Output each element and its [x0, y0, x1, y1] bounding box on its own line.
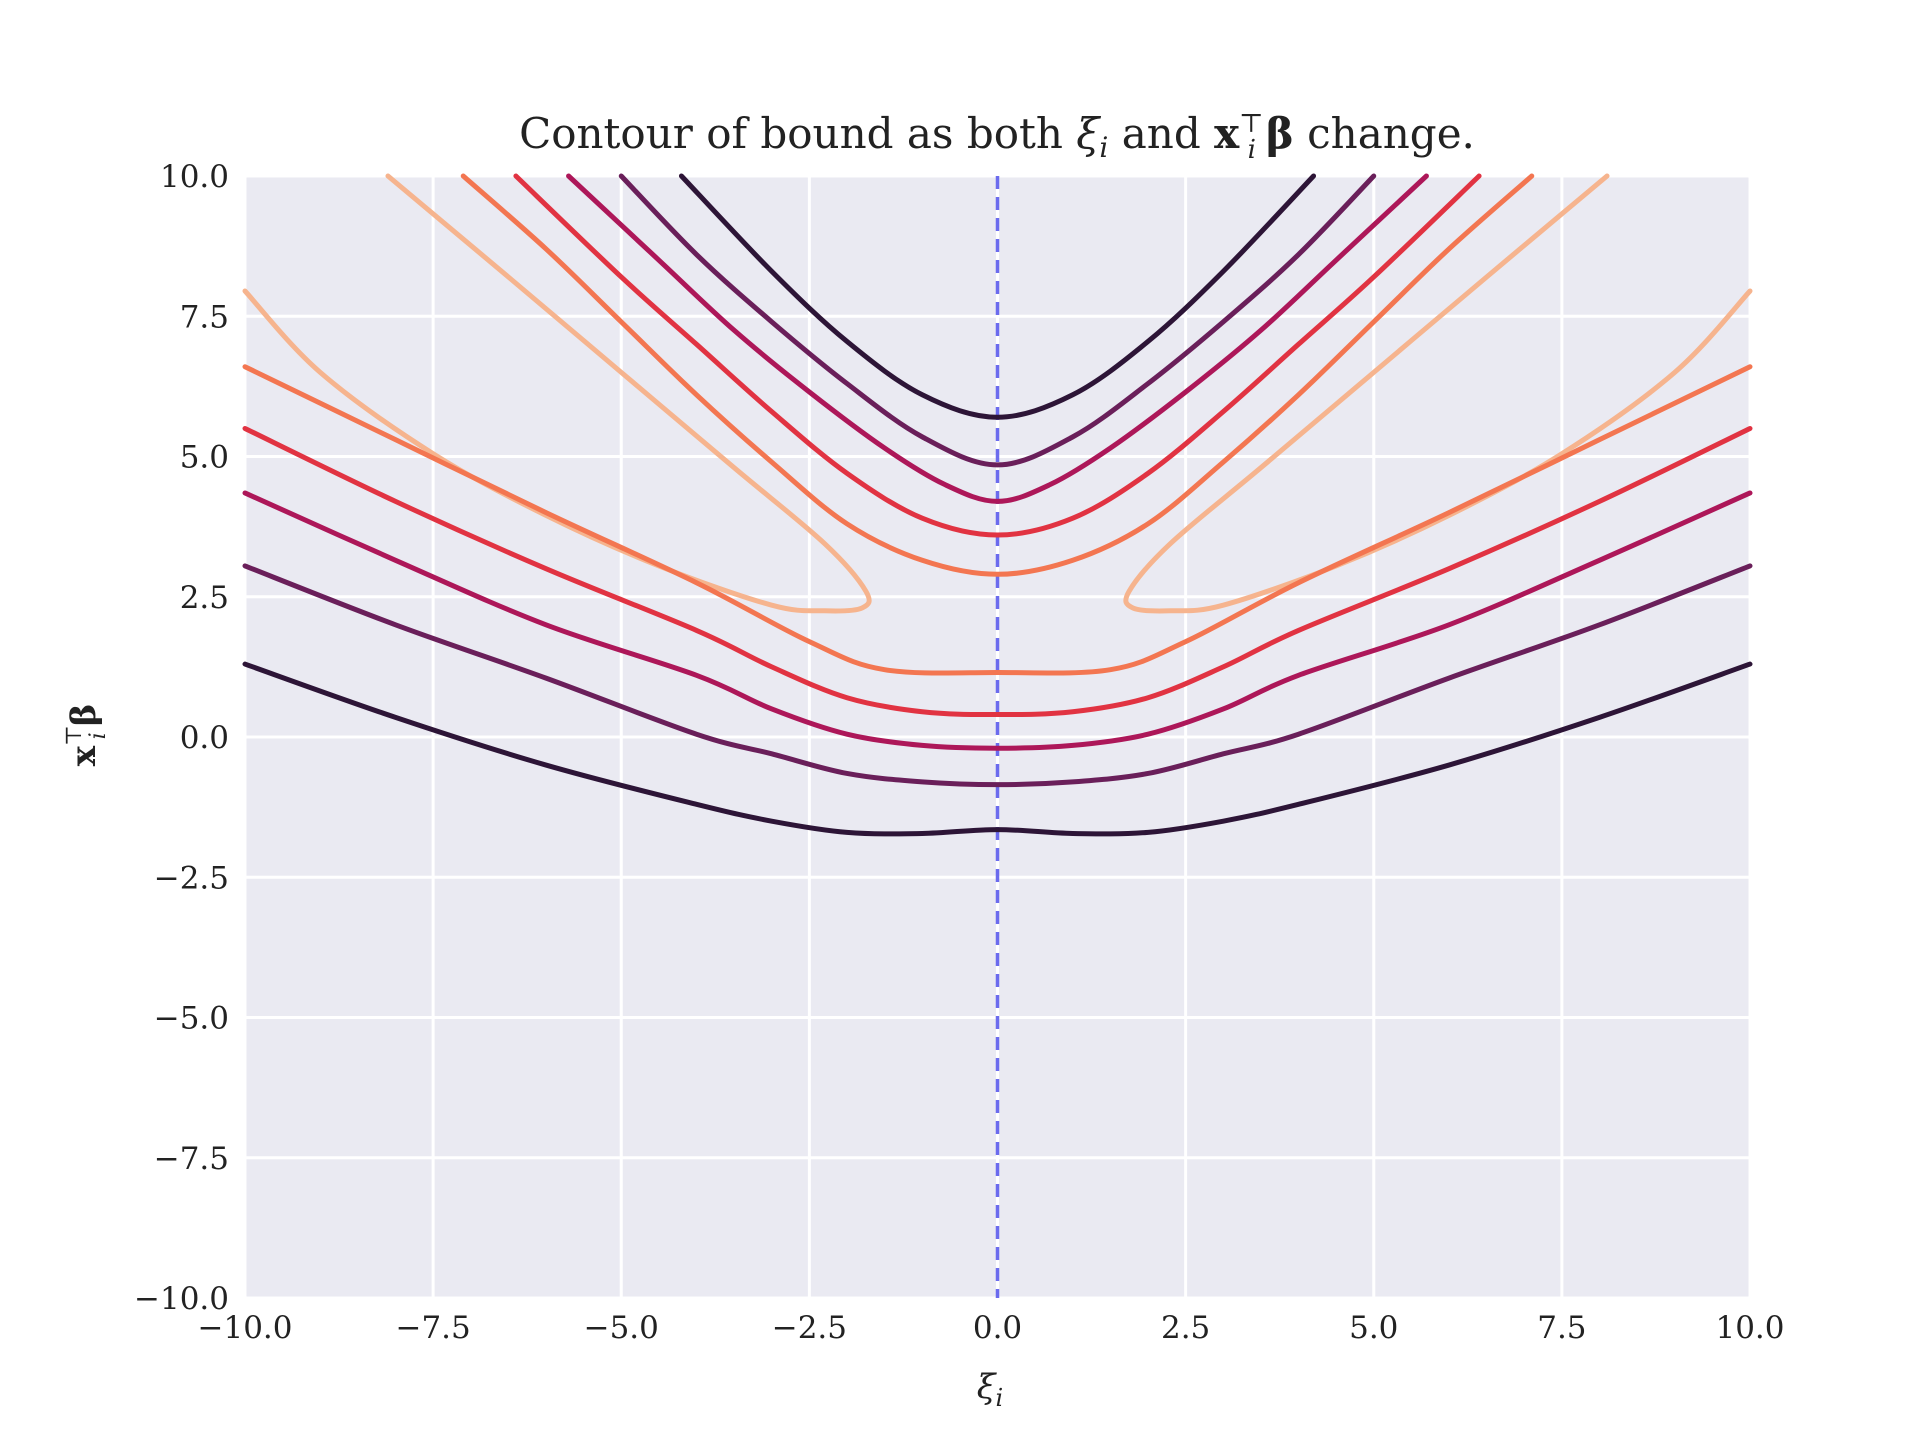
y-axis-label: x⊤iβ: [62, 704, 111, 767]
x-tick-label: −7.5: [395, 1310, 470, 1346]
contour-line-3: [513, 173, 1482, 538]
y-axis-x-symbol: x: [64, 745, 104, 766]
title-suffix: change.: [1294, 109, 1475, 158]
y-tick-label: 5.0: [180, 440, 229, 476]
x-tick-label: 5.0: [1349, 1310, 1398, 1346]
y-axis-beta-symbol: β: [64, 704, 104, 727]
y-tick-label: 2.5: [180, 580, 229, 616]
contour-lines: [242, 173, 1753, 837]
x-tick-labels: −10.0 −7.5 −5.0 −2.5 0.0 2.5 5.0 7.5 10.0: [198, 1310, 1785, 1346]
x-axis-subscript: i: [996, 1384, 1004, 1412]
x-tick-label: 7.5: [1537, 1310, 1586, 1346]
title-x-subscript: i: [1248, 135, 1256, 165]
title-x-symbol: x: [1214, 109, 1240, 158]
y-tick-label: 0.0: [180, 720, 229, 756]
y-tick-label: −10.0: [134, 1281, 229, 1317]
title-xi-symbol: ξ: [1076, 109, 1101, 158]
x-tick-label: 10.0: [1715, 1310, 1784, 1346]
chart-title: Contour of bound as both ξi and x⊤ i β cha…: [519, 109, 1475, 165]
y-axis-superscript: ⊤: [62, 725, 87, 746]
y-tick-label: −5.0: [154, 1001, 229, 1037]
x-tick-label: −5.0: [584, 1310, 659, 1346]
contour-line-10: [242, 563, 1753, 788]
contour-line-6: [1123, 173, 1753, 614]
contour-line-4: [460, 173, 1535, 577]
y-tick-label: −2.5: [154, 860, 229, 896]
y-tick-label: 7.5: [180, 299, 229, 335]
title-xi-subscript: i: [1099, 131, 1108, 164]
title-beta-symbol: β: [1266, 109, 1294, 158]
y-tick-label: 10.0: [160, 159, 229, 195]
contour-line-2: [566, 173, 1429, 504]
contour-line-1: [618, 173, 1377, 468]
contour-line-5: [242, 173, 872, 614]
x-axis-symbol: ξ: [977, 1367, 998, 1407]
title-prefix: Contour of bound as both: [519, 109, 1076, 158]
y-tick-label: −7.5: [154, 1141, 229, 1177]
title-x-superscript: ⊤: [1239, 109, 1263, 139]
x-tick-label: −2.5: [772, 1310, 847, 1346]
x-axis-label: ξi: [977, 1367, 1003, 1412]
y-axis-label-group: x⊤iβ: [62, 704, 111, 767]
contour-line-0: [678, 173, 1317, 420]
contour-line-9: [242, 490, 1753, 751]
contour-line-7: [242, 364, 1753, 676]
contour-line-11: [242, 661, 1753, 837]
contour-line-8: [242, 425, 1753, 718]
x-tick-label: −10.0: [198, 1310, 293, 1346]
y-tick-labels: −10.0 −7.5 −5.0 −2.5 0.0 2.5 5.0 7.5 10.0: [134, 159, 229, 1317]
title-connector: and: [1108, 109, 1214, 158]
y-axis-subscript: i: [86, 732, 111, 739]
x-tick-label: 0.0: [973, 1310, 1022, 1346]
x-tick-label: 2.5: [1161, 1310, 1210, 1346]
